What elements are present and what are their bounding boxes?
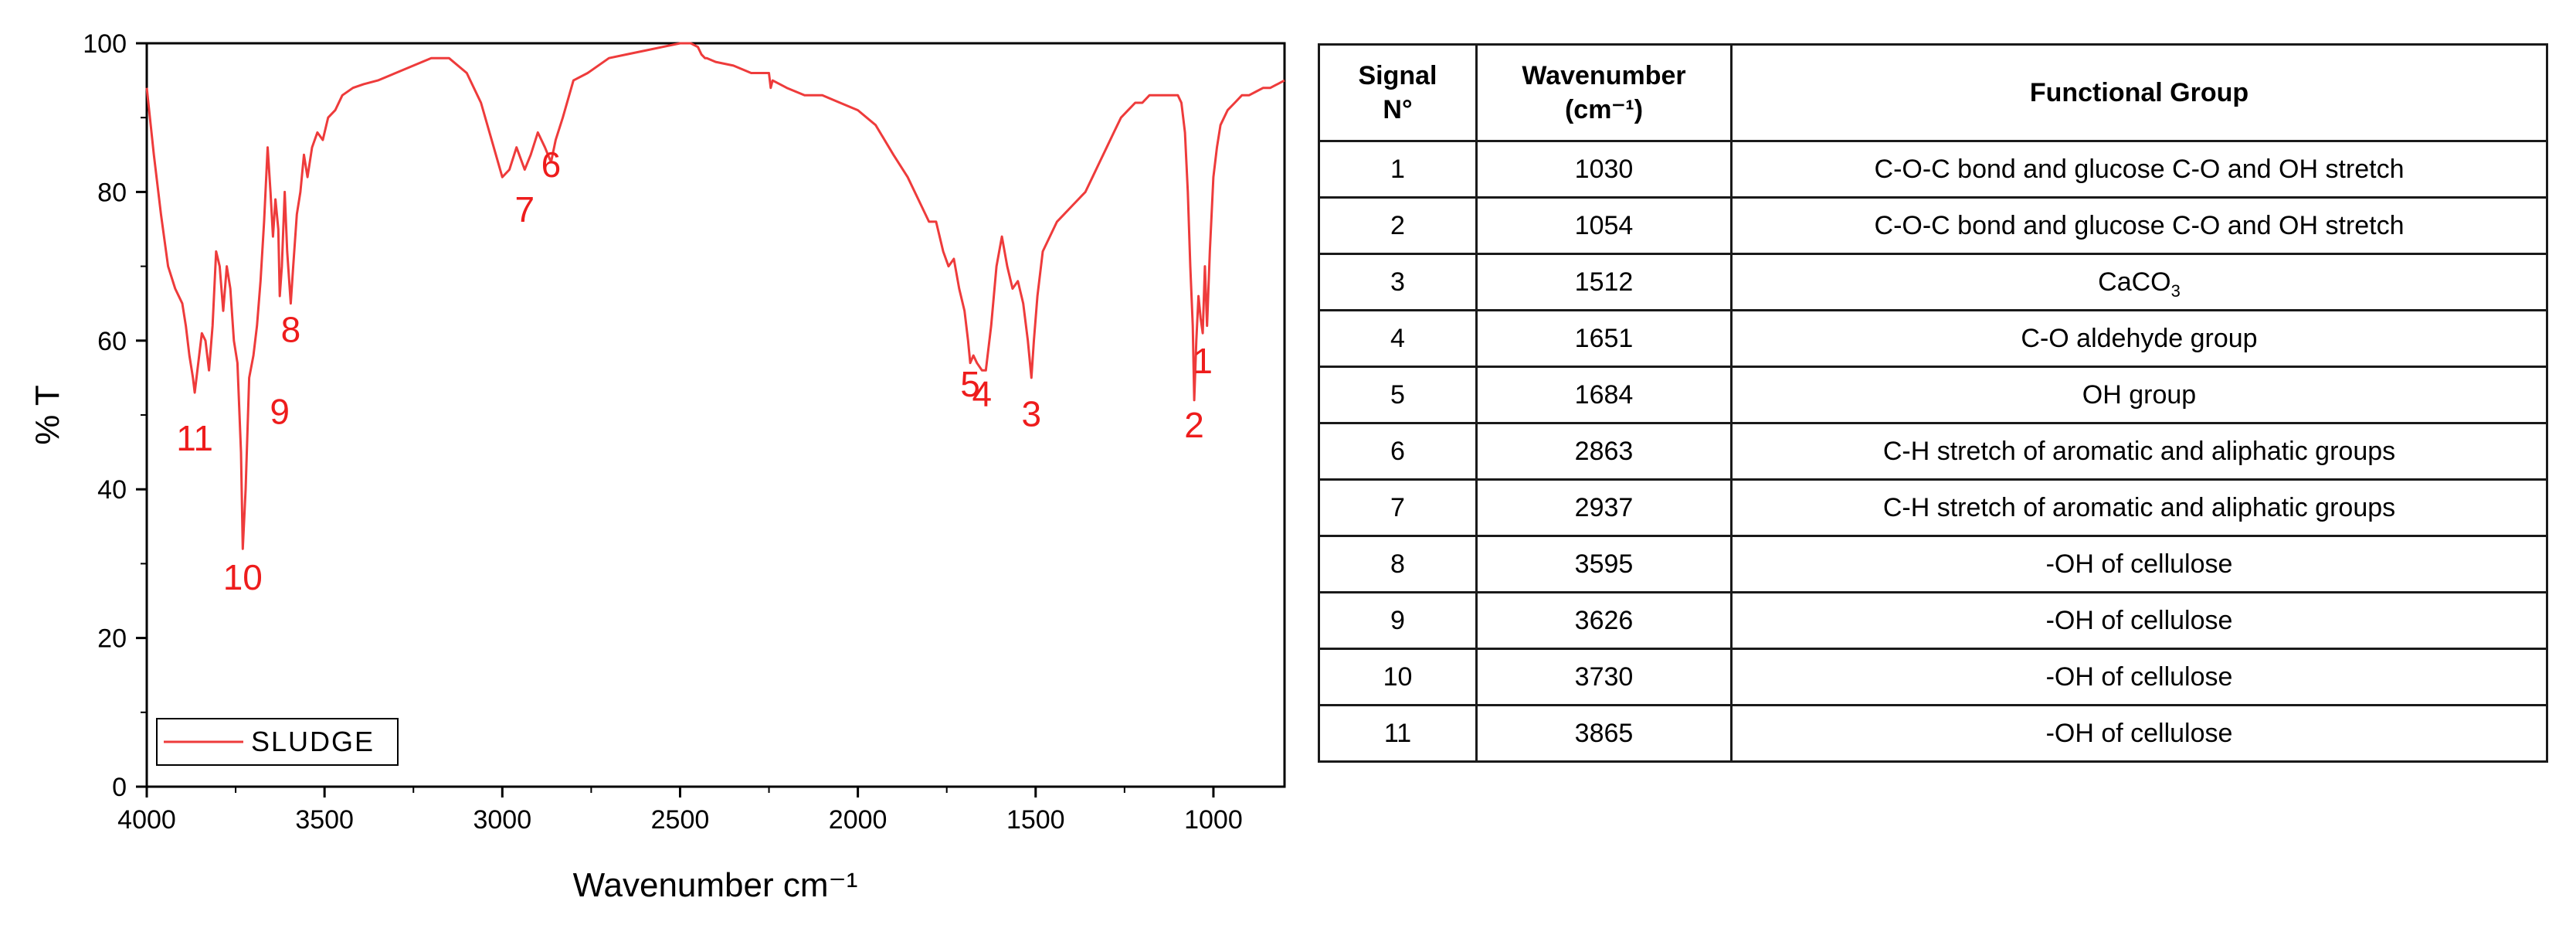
x-tick-label: 4000 xyxy=(117,805,176,835)
peak-label: 8 xyxy=(281,310,301,350)
header-wavenumber: Wavenumber (cm⁻¹) xyxy=(1475,43,1733,142)
cell-wavenumber: 3626 xyxy=(1475,591,1733,650)
ftir-chart-svg: 4000 3500 3000 2500 2000 1500 1000 02040608010… xyxy=(29,29,1286,904)
peak-label: 9 xyxy=(270,392,290,432)
table-row: 8 3595 -OH of cellulose xyxy=(1318,535,2548,593)
table-row: 9 3626 -OH of cellulose xyxy=(1318,591,2548,650)
table-row: 3 1512 CaCO3 xyxy=(1318,253,2548,311)
cell-signal: 4 xyxy=(1318,309,1478,368)
x-axis-ticks: 4000 3500 3000 2500 2000 1500 1000 xyxy=(117,787,1243,835)
header-wave-line1: Wavenumber xyxy=(1522,61,1686,90)
cell-group-subscript: 3 xyxy=(2170,281,2181,301)
cell-wavenumber: 3865 xyxy=(1475,704,1733,763)
cell-group: C-O-C bond and glucose C-O and OH stretc… xyxy=(1730,196,2548,255)
cell-group: -OH of cellulose xyxy=(1730,535,2548,593)
x-tick-label: 3000 xyxy=(473,805,531,835)
cell-group: -OH of cellulose xyxy=(1730,591,2548,650)
x-tick-label: 1500 xyxy=(1006,805,1065,835)
y-tick-label: 20 xyxy=(97,624,127,654)
table-row: 4 1651 C-O aldehyde group xyxy=(1318,309,2548,368)
x-tick-label: 3500 xyxy=(295,805,354,835)
cell-group-text: CaCO xyxy=(2098,267,2171,297)
peak-annotations: 1 2 345 67 8 9 10 11 xyxy=(176,145,1213,597)
cell-group: CaCO3 xyxy=(1730,253,2548,311)
peak-label: 6 xyxy=(541,145,562,185)
table-row: 5 1684 OH group xyxy=(1318,366,2548,424)
cell-signal: 2 xyxy=(1318,196,1478,255)
cell-group: C-O aldehyde group xyxy=(1730,309,2548,368)
header-signal-line1: Signal xyxy=(1358,61,1437,90)
cell-signal: 5 xyxy=(1318,366,1478,424)
table-header-row: Signal N° Wavenumber (cm⁻¹) Functional G… xyxy=(1318,43,2548,142)
cell-wavenumber: 2863 xyxy=(1475,422,1733,481)
cell-wavenumber: 1512 xyxy=(1475,253,1733,311)
header-signal-line2: N° xyxy=(1383,95,1413,124)
cell-group: OH group xyxy=(1730,366,2548,424)
cell-group: -OH of cellulose xyxy=(1730,648,2548,706)
table-row: 7 2937 C-H stretch of aromatic and aliph… xyxy=(1318,478,2548,537)
cell-wavenumber: 1651 xyxy=(1475,309,1733,368)
cell-wavenumber: 3730 xyxy=(1475,648,1733,706)
table-row: 1 1030 C-O-C bond and glucose C-O and OH… xyxy=(1318,140,2548,199)
x-tick-label: 2000 xyxy=(829,805,888,835)
table-row: 6 2863 C-H stretch of aromatic and aliph… xyxy=(1318,422,2548,481)
x-axis-label: Wavenumber cm⁻¹ xyxy=(573,866,858,904)
y-tick-label: 80 xyxy=(97,178,127,207)
cell-group: C-H stretch of aromatic and aliphatic gr… xyxy=(1730,478,2548,537)
cell-signal: 11 xyxy=(1318,704,1478,763)
cell-signal: 6 xyxy=(1318,422,1478,481)
cell-group: C-H stretch of aromatic and aliphatic gr… xyxy=(1730,422,2548,481)
cell-wavenumber: 1030 xyxy=(1475,140,1733,199)
legend: SLUDGE xyxy=(156,718,399,766)
plot-frame xyxy=(145,42,1286,788)
cell-group: C-O-C bond and glucose C-O and OH stretc… xyxy=(1730,140,2548,199)
y-tick-label: 100 xyxy=(83,29,127,59)
peak-label: 4 xyxy=(972,373,992,413)
header-signal: Signal N° xyxy=(1318,43,1478,142)
x-tick-label: 2500 xyxy=(651,805,710,835)
cell-group: -OH of cellulose xyxy=(1730,704,2548,763)
cell-signal: 7 xyxy=(1318,478,1478,537)
cell-signal: 8 xyxy=(1318,535,1478,593)
header-functional-group: Functional Group xyxy=(1730,43,2548,142)
cell-signal: 9 xyxy=(1318,591,1478,650)
x-tick-label: 1000 xyxy=(1184,805,1243,835)
peak-label: 7 xyxy=(515,189,535,230)
cell-wavenumber: 1054 xyxy=(1475,196,1733,255)
y-axis-ticks: 0 20 40 60 80 100 xyxy=(83,29,147,802)
y-tick-label: 40 xyxy=(97,475,127,505)
ftir-chart: 4000 3500 3000 2500 2000 1500 1000 0 20 40 60 80 10… xyxy=(29,29,1286,904)
functional-group-table-panel: Signal N° Wavenumber (cm⁻¹) Functional G… xyxy=(1318,43,2548,763)
cell-wavenumber: 1684 xyxy=(1475,366,1733,424)
series-line-sludge xyxy=(145,42,1285,550)
table-row: 10 3730 -OH of cellulose xyxy=(1318,648,2548,706)
table-row: 11 3865 -OH of cellulose xyxy=(1318,704,2548,763)
peak-label: 1 xyxy=(1193,341,1213,381)
cell-signal: 10 xyxy=(1318,648,1478,706)
cell-wavenumber: 2937 xyxy=(1475,478,1733,537)
y-tick-label: 0 xyxy=(112,773,127,802)
peak-label: 2 xyxy=(1184,405,1204,445)
table-row: 2 1054 C-O-C bond and glucose C-O and OH… xyxy=(1318,196,2548,255)
peak-label: 3 xyxy=(1021,393,1041,434)
legend-label: SLUDGE xyxy=(251,726,375,757)
header-wave-line2: (cm⁻¹) xyxy=(1564,95,1644,124)
cell-wavenumber: 3595 xyxy=(1475,535,1733,593)
cell-signal: 1 xyxy=(1318,140,1478,199)
peak-label: 10 xyxy=(223,557,263,597)
y-axis-label: % T xyxy=(29,385,66,444)
cell-signal: 3 xyxy=(1318,253,1478,311)
y-tick-label: 60 xyxy=(97,327,127,356)
functional-group-table: Signal N° Wavenumber (cm⁻¹) Functional G… xyxy=(1318,43,2548,763)
peak-label: 11 xyxy=(176,418,213,458)
peak-label: 5 xyxy=(960,364,980,404)
